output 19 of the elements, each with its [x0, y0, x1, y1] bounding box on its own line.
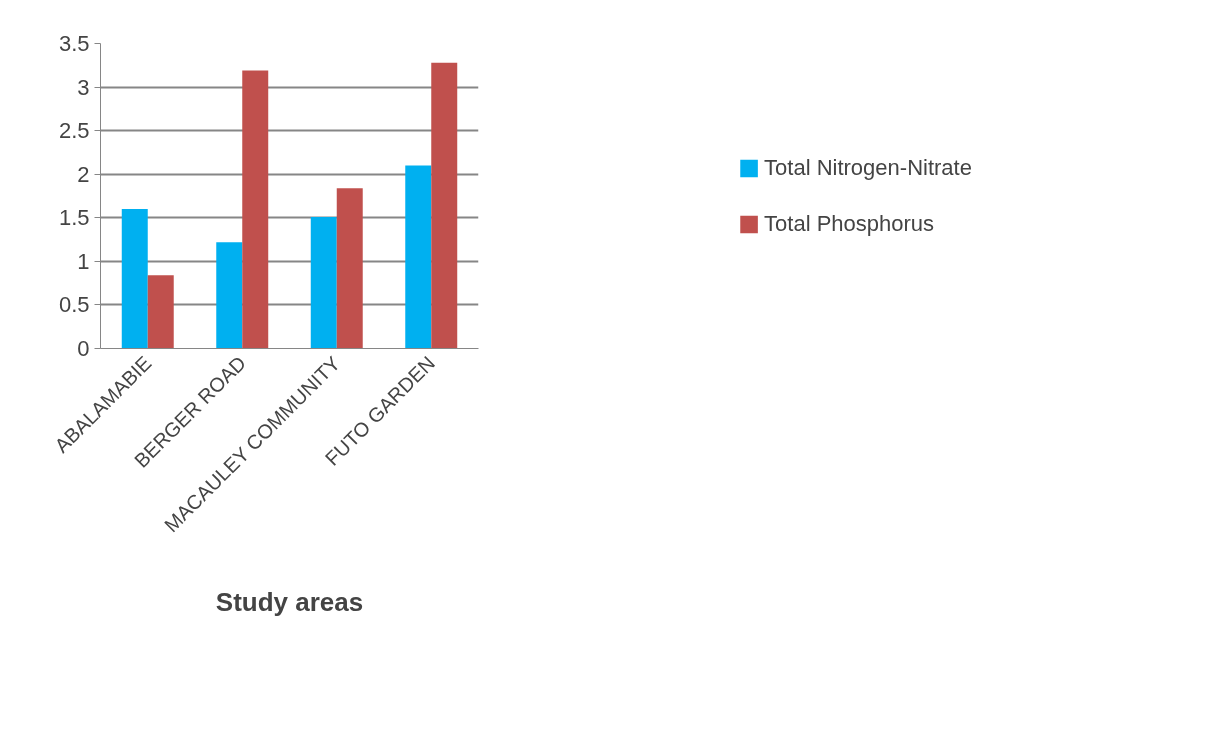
bar [216, 242, 243, 349]
legend-label: Total Nitrogen-Nitrate [764, 154, 972, 181]
y-tick-label: 0 [77, 336, 90, 361]
bar [431, 62, 458, 349]
bar [336, 188, 363, 349]
bar [242, 70, 269, 349]
legend-label: Total Phosphorus [764, 210, 935, 237]
bar [121, 209, 148, 349]
bar [405, 165, 432, 349]
y-tick-label: 0.5 [58, 292, 90, 318]
y-tick-label: 3.5 [58, 31, 90, 56]
x-axis-title: Study areas [215, 586, 364, 617]
y-tick-label: 2.5 [58, 118, 90, 144]
y-tick-label: 3 [77, 74, 90, 100]
bar [147, 275, 174, 349]
y-tick-label: 1.5 [58, 205, 90, 231]
y-tick-label: 1 [77, 248, 90, 274]
bar [310, 216, 337, 349]
y-tick-label: 2 [77, 161, 90, 187]
